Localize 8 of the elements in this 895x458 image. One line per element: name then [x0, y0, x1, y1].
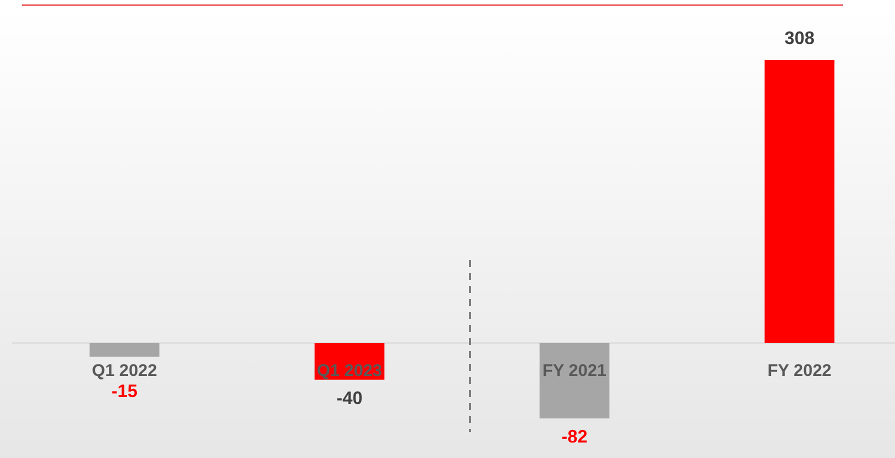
data-label: -82	[561, 426, 588, 446]
data-label: 308	[784, 28, 815, 48]
x-tick-label: FY 2021	[542, 361, 606, 380]
x-tick-label: Q1 2023	[316, 361, 382, 380]
data-label: -40	[336, 388, 363, 408]
x-tick-label: FY 2022	[768, 361, 832, 380]
data-label: -15	[111, 381, 138, 401]
x-tick-label: Q1 2022	[92, 361, 158, 380]
